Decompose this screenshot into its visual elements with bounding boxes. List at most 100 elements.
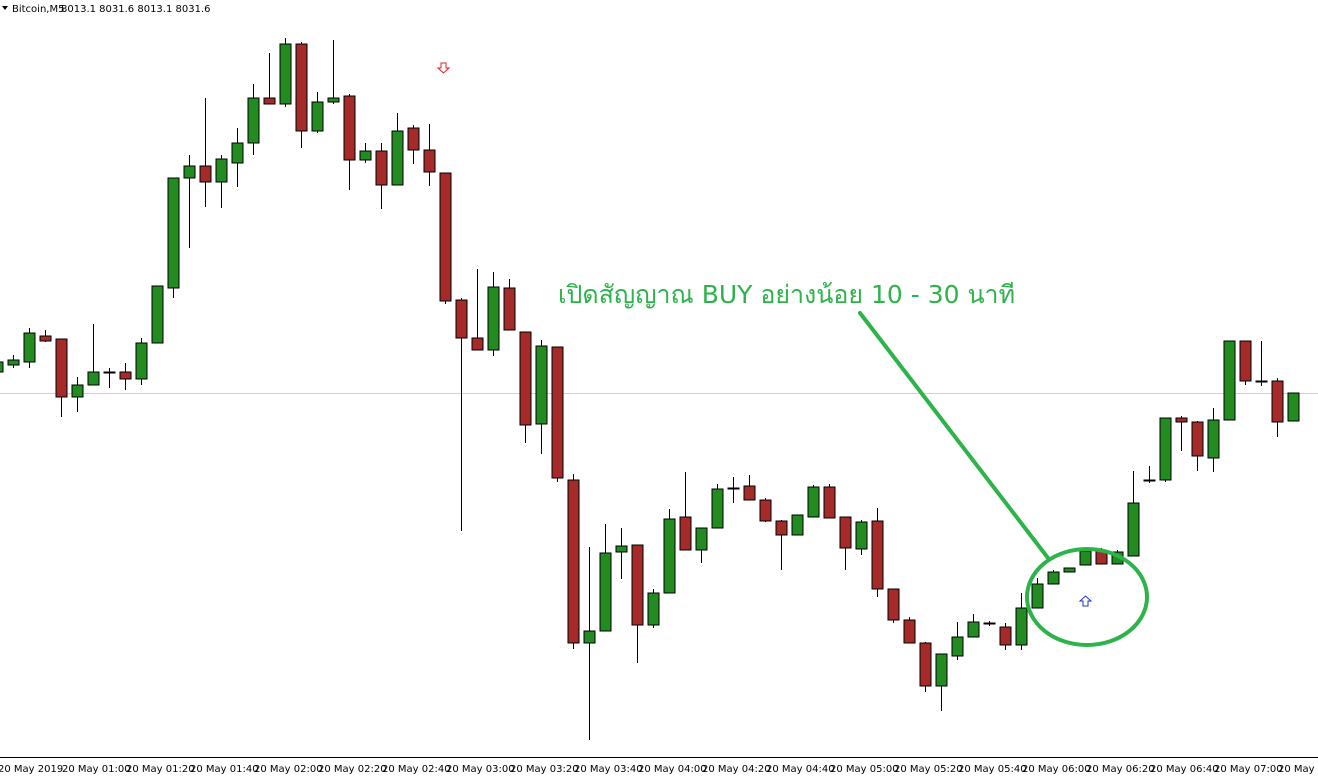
- x-tick-label: 20 May 07:20: [1278, 764, 1318, 775]
- candle-body: [711, 488, 724, 529]
- candle-body: [455, 299, 468, 339]
- candle-body: [919, 642, 932, 687]
- candle-body: [471, 337, 484, 351]
- candle-body: [279, 43, 292, 105]
- annotation-circle: [1025, 547, 1149, 647]
- candle-body: [199, 165, 212, 183]
- x-tick-label: 20 May 02:00: [254, 764, 323, 775]
- candle-body: [647, 592, 660, 626]
- candle-body: [679, 516, 692, 551]
- candle-body: [295, 43, 308, 132]
- candle-body: [631, 544, 644, 626]
- x-tick-label: 20 May 03:00: [446, 764, 515, 775]
- candle-body: [311, 101, 324, 132]
- candle-body: [135, 342, 148, 380]
- candle-body: [1047, 571, 1060, 585]
- x-tick-label: 20 May 2019: [0, 764, 63, 775]
- candle-body: [887, 588, 900, 621]
- x-tick-label: 20 May 05:40: [958, 764, 1027, 775]
- x-tick-label: 20 May 01:00: [62, 764, 131, 775]
- candle-body: [1031, 583, 1044, 609]
- candle-body: [551, 346, 564, 479]
- candle-body: [1159, 417, 1172, 481]
- candle-body: [23, 332, 36, 363]
- buy-arrow: [1078, 595, 1093, 607]
- candle-body: [583, 630, 596, 644]
- candle-body: [775, 520, 788, 536]
- candle-body: [935, 653, 948, 687]
- candle-body: [999, 626, 1012, 646]
- plot-area: [0, 38, 1318, 740]
- x-tick-label: 20 May 02:20: [318, 764, 387, 775]
- candle-body: [695, 527, 708, 551]
- candle-body: [343, 95, 356, 161]
- candle-body: [663, 518, 676, 594]
- candle-body: [519, 331, 532, 426]
- candle-body: [55, 338, 68, 398]
- candle-body: [1079, 550, 1092, 566]
- candle-body: [1143, 479, 1156, 482]
- ohlc-header: 8013.1 8031.6 8013.1 8031.6: [61, 4, 211, 15]
- candle-body: [1175, 417, 1188, 423]
- annotation-text: เปิดสัญญาณ BUY อย่างน้อย 10 - 30 นาที: [558, 280, 1015, 309]
- candle-body: [1271, 380, 1284, 423]
- x-tick-label: 20 May 06:00: [1022, 764, 1091, 775]
- candle-body: [183, 165, 196, 179]
- candle-body: [1255, 380, 1268, 383]
- x-tick-label: 20 May 07:00: [1214, 764, 1283, 775]
- x-tick-label: 20 May 03:20: [510, 764, 579, 775]
- header-triangle: [2, 6, 8, 10]
- candle-body: [1015, 607, 1028, 646]
- candle-body: [951, 636, 964, 657]
- candle-body: [503, 287, 516, 331]
- x-tick-label: 20 May 04:20: [702, 764, 771, 775]
- x-tick-label: 20 May 03:40: [574, 764, 643, 775]
- candle-body: [247, 97, 260, 144]
- candle-body: [103, 371, 116, 374]
- candle-body: [615, 545, 628, 553]
- candle-body: [1127, 502, 1140, 557]
- candle-body: [231, 142, 244, 164]
- candle-body: [1239, 340, 1252, 382]
- candle-body: [871, 520, 884, 590]
- annotation-pointer: [858, 311, 1050, 560]
- candle-body: [167, 177, 180, 289]
- x-tick-label: 20 May 05:20: [894, 764, 963, 775]
- candle-body: [1207, 419, 1220, 459]
- candle-body: [599, 552, 612, 632]
- candle-body: [807, 486, 820, 518]
- candle-body: [39, 335, 52, 342]
- candle-body: [1223, 340, 1236, 421]
- sell-arrow: [436, 62, 451, 74]
- candle-body: [407, 127, 420, 151]
- x-tick-label: 20 May 01:40: [190, 764, 259, 775]
- candle-body: [1287, 392, 1300, 422]
- candle-body: [487, 286, 500, 351]
- candle-body: [439, 172, 452, 302]
- x-tick-label: 20 May 02:40: [382, 764, 451, 775]
- candle-body: [823, 486, 836, 519]
- candle-body: [1191, 421, 1204, 457]
- candle-body: [423, 149, 436, 173]
- candle-body: [1063, 567, 1076, 573]
- candle-body: [967, 621, 980, 638]
- candle-body: [839, 516, 852, 549]
- candle-body: [983, 622, 996, 625]
- candle-body: [375, 150, 388, 186]
- x-tick-label: 20 May 06:40: [1150, 764, 1219, 775]
- candle-body: [215, 158, 228, 183]
- candle-body: [855, 521, 868, 550]
- candle-body: [727, 487, 740, 490]
- candle-body: [0, 361, 4, 373]
- candle-body: [327, 97, 340, 103]
- candle-body: [359, 150, 372, 161]
- x-tick-label: 20 May 06:20: [1086, 764, 1155, 775]
- candle-body: [567, 479, 580, 644]
- candle-body: [87, 371, 100, 386]
- candle-body: [535, 345, 548, 425]
- candle-body: [903, 619, 916, 644]
- chart-title: Bitcoin,M5: [12, 4, 64, 15]
